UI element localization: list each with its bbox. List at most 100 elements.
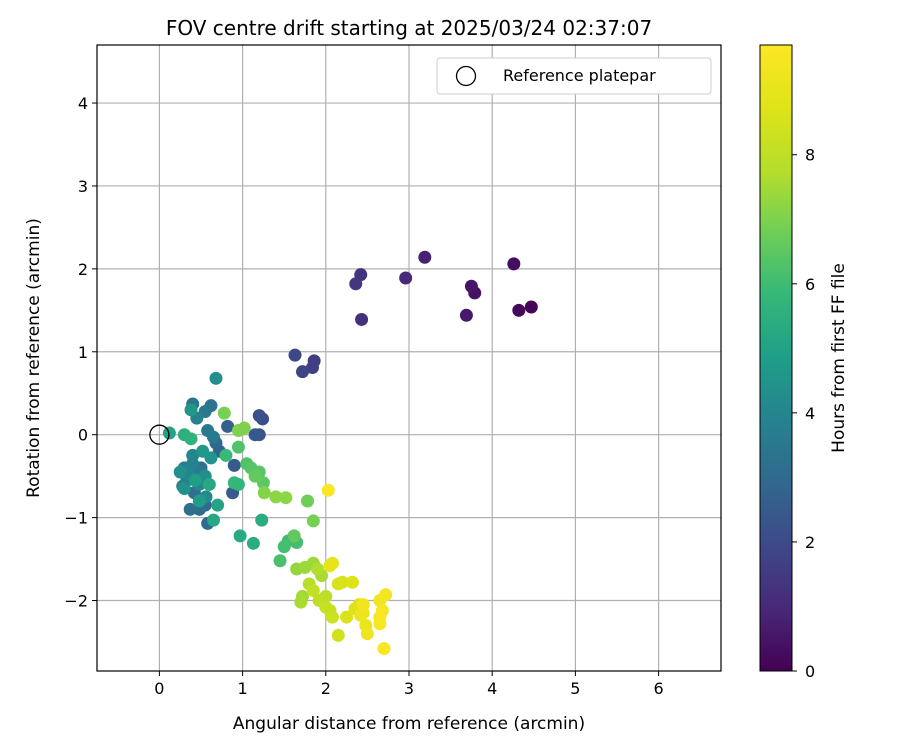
- data-point: [237, 421, 251, 435]
- data-point: [331, 628, 345, 642]
- data-point: [277, 540, 291, 554]
- data-point: [231, 440, 245, 454]
- x-axis-label: Angular distance from reference (arcmin): [233, 714, 585, 734]
- data-point: [418, 250, 432, 264]
- reference-platepar-point: [149, 424, 170, 445]
- data-point: [183, 502, 197, 516]
- data-point: [279, 491, 293, 505]
- data-point: [184, 432, 198, 446]
- data-point: [177, 482, 191, 496]
- data-point: [252, 409, 266, 423]
- x-tick-label: 4: [487, 679, 497, 698]
- data-point: [227, 458, 241, 472]
- y-tick-label: 1: [78, 343, 88, 362]
- data-point: [373, 617, 387, 631]
- data-point: [296, 365, 310, 379]
- data-point: [354, 608, 368, 622]
- y-tick-label: 3: [78, 177, 88, 196]
- data-point: [255, 513, 269, 527]
- data-point: [269, 490, 283, 504]
- data-point: [323, 559, 337, 573]
- data-point: [399, 271, 413, 285]
- colorbar-tick-label: 6: [805, 275, 815, 294]
- x-tick-label: 1: [238, 679, 248, 698]
- data-point: [360, 627, 374, 641]
- data-point: [288, 348, 302, 362]
- colorbar-tick-label: 8: [805, 146, 815, 165]
- x-tick-label: 6: [654, 679, 664, 698]
- data-point: [173, 465, 187, 479]
- data-point: [186, 448, 200, 462]
- x-tick-label: 0: [154, 679, 164, 698]
- legend-marker-icon: [455, 65, 477, 87]
- data-point: [202, 477, 216, 491]
- x-tick-label: 5: [570, 679, 580, 698]
- data-point: [306, 584, 320, 598]
- data-point: [305, 361, 319, 375]
- colorbar: 0 2 4 6 8 Hours from first FF file: [759, 44, 849, 681]
- data-point: [192, 494, 206, 508]
- data-point: [211, 498, 225, 512]
- data-point: [196, 444, 210, 458]
- data-point: [507, 257, 521, 271]
- data-point: [524, 300, 538, 314]
- data-point: [206, 430, 220, 444]
- data-point: [233, 529, 247, 543]
- reference-marker: [149, 424, 170, 445]
- colorbar-ticks: 0 2 4 6 8: [792, 146, 815, 681]
- data-point: [287, 529, 301, 543]
- colorbar-gradient: [759, 44, 793, 672]
- data-point: [273, 554, 287, 568]
- y-tick-label: 0: [78, 426, 88, 445]
- data-point: [188, 473, 202, 487]
- grid-lines: [97, 45, 721, 671]
- colorbar-label: Hours from first FF file: [829, 263, 849, 453]
- colorbar-tick-label: 0: [805, 662, 815, 681]
- data-point: [206, 513, 220, 527]
- data-point: [310, 562, 324, 576]
- data-point: [227, 476, 241, 490]
- data-point: [300, 494, 314, 508]
- data-point: [325, 610, 339, 624]
- data-point: [340, 610, 354, 624]
- x-tick-label: 3: [404, 679, 414, 698]
- legend-label: Reference platepar: [503, 66, 656, 85]
- data-point: [356, 598, 370, 612]
- data-point: [209, 371, 223, 385]
- colorbar-tick-label: 2: [805, 533, 815, 552]
- data-point: [321, 483, 335, 497]
- data-point: [349, 277, 363, 291]
- data-point: [248, 428, 262, 442]
- data-point: [345, 575, 359, 589]
- x-axis-ticks: 0 1 2 3 4 5 6: [154, 671, 664, 698]
- data-point: [306, 514, 320, 528]
- x-tick-label: 2: [321, 679, 331, 698]
- legend-box: [436, 57, 712, 95]
- data-point: [464, 279, 478, 293]
- y-tick-label: −1: [64, 509, 88, 528]
- y-tick-label: 2: [78, 260, 88, 279]
- data-point: [257, 486, 271, 500]
- data-point: [184, 403, 198, 417]
- data-point: [294, 595, 308, 609]
- y-tick-label: 4: [78, 94, 88, 113]
- legend: Reference platepar: [436, 57, 712, 95]
- data-point: [221, 419, 235, 433]
- data-point: [331, 577, 345, 591]
- y-axis-ticks: −2 −1 0 1 2 3 4: [64, 94, 97, 611]
- data-point: [248, 469, 262, 483]
- data-point: [246, 536, 260, 550]
- colorbar-tick-label: 4: [805, 404, 815, 423]
- data-points: [162, 250, 538, 656]
- chart-title: FOV centre drift starting at 2025/03/24 …: [166, 16, 652, 40]
- data-point: [379, 588, 393, 602]
- data-point: [355, 312, 369, 326]
- data-point: [219, 448, 233, 462]
- data-point: [512, 303, 526, 317]
- data-point: [217, 406, 231, 420]
- y-axis-label: Rotation from reference (arcmin): [24, 218, 44, 498]
- y-tick-label: −2: [64, 592, 88, 611]
- data-point: [459, 308, 473, 322]
- data-point: [377, 642, 391, 656]
